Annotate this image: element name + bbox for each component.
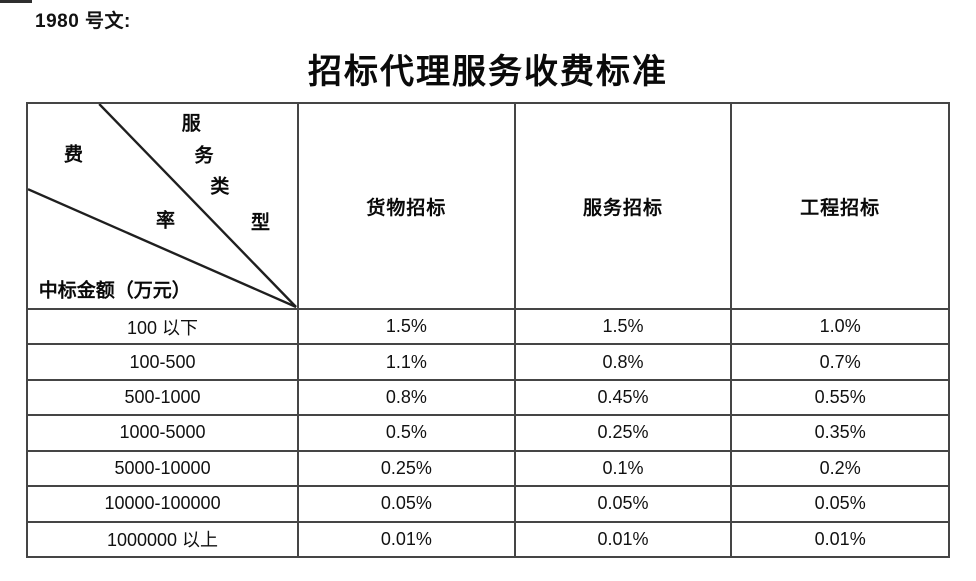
amount-axis-label: 中标金额（万元） bbox=[38, 280, 191, 302]
column-header-goods-bidding: 货物招标 bbox=[297, 102, 516, 310]
rate-cell: 0.25% bbox=[297, 449, 516, 488]
rate-cell: 1.1% bbox=[297, 343, 516, 381]
rate-cell: 0.25% bbox=[513, 414, 733, 452]
rate-cell: 1.5% bbox=[513, 307, 733, 346]
rate-cell: 0.55% bbox=[730, 378, 950, 417]
table-row: 1000000 以上 0.01% 0.01% 0.01% bbox=[25, 520, 950, 559]
amount-range-cell: 1000-5000 bbox=[25, 414, 300, 452]
table-row: 500-1000 0.8% 0.45% 0.55% bbox=[25, 378, 950, 417]
rate-cell: 0.5% bbox=[297, 414, 516, 452]
amount-range-cell: 1000000 以上 bbox=[25, 520, 300, 559]
column-header-engineering-bidding: 工程招标 bbox=[730, 102, 950, 310]
rate-cell: 0.01% bbox=[513, 520, 733, 559]
rate-cell: 0.8% bbox=[513, 343, 733, 381]
table-row: 10000-100000 0.05% 0.05% 0.05% bbox=[25, 485, 950, 523]
table-row: 100 以下 1.5% 1.5% 1.0% bbox=[25, 307, 950, 346]
rate-cell: 0.8% bbox=[297, 378, 516, 417]
rate-cell: 0.1% bbox=[513, 449, 733, 488]
corner-label-service-type-char-2: 务 bbox=[194, 145, 214, 167]
table-row: 1000-5000 0.5% 0.25% 0.35% bbox=[25, 414, 950, 452]
rate-cell: 1.5% bbox=[297, 307, 516, 346]
page-corner-artifact bbox=[0, 0, 32, 3]
table-row: 100-500 1.1% 0.8% 0.7% bbox=[25, 343, 950, 381]
rate-cell: 0.45% bbox=[513, 378, 733, 417]
amount-range-cell: 10000-100000 bbox=[25, 485, 300, 523]
rate-cell: 0.05% bbox=[297, 485, 516, 523]
document-reference: 1980 号文: bbox=[35, 11, 131, 32]
rate-cell: 0.2% bbox=[730, 449, 950, 488]
amount-range-cell: 100-500 bbox=[25, 343, 300, 381]
corner-label-service-type-char-1: 服 bbox=[181, 113, 201, 135]
rate-cell: 0.05% bbox=[730, 485, 950, 523]
amount-range-cell: 5000-10000 bbox=[25, 449, 300, 488]
corner-label-rate-char-2: 率 bbox=[155, 210, 175, 232]
rate-cell: 0.35% bbox=[730, 414, 950, 452]
table-row: 5000-10000 0.25% 0.1% 0.2% bbox=[25, 449, 950, 488]
amount-range-cell: 500-1000 bbox=[25, 378, 300, 417]
corner-label-rate-char-1: 费 bbox=[63, 144, 83, 166]
corner-header-cell: 服 费 务 类 率 型 中标金额（万元） bbox=[25, 102, 300, 310]
corner-label-service-type-char-4: 型 bbox=[250, 212, 270, 234]
diagonal-divider-lines bbox=[28, 104, 297, 308]
rate-cell: 1.0% bbox=[730, 307, 950, 346]
page-title: 招标代理服务收费标准 bbox=[308, 54, 668, 91]
rate-cell: 0.05% bbox=[513, 485, 733, 523]
amount-range-cell: 100 以下 bbox=[25, 307, 300, 346]
rate-cell: 0.01% bbox=[297, 520, 516, 559]
header-row: 服 费 务 类 率 型 中标金额（万元） 货物招标 服务招标 工程招标 bbox=[25, 102, 950, 310]
corner-label-service-type-char-3: 类 bbox=[210, 176, 230, 198]
rate-cell: 0.7% bbox=[730, 343, 950, 381]
rate-cell: 0.01% bbox=[730, 520, 950, 559]
fee-table: 服 费 务 类 率 型 中标金额（万元） 货物招标 服务招标 工程招标 100 … bbox=[25, 102, 950, 559]
column-header-service-bidding: 服务招标 bbox=[513, 102, 733, 310]
